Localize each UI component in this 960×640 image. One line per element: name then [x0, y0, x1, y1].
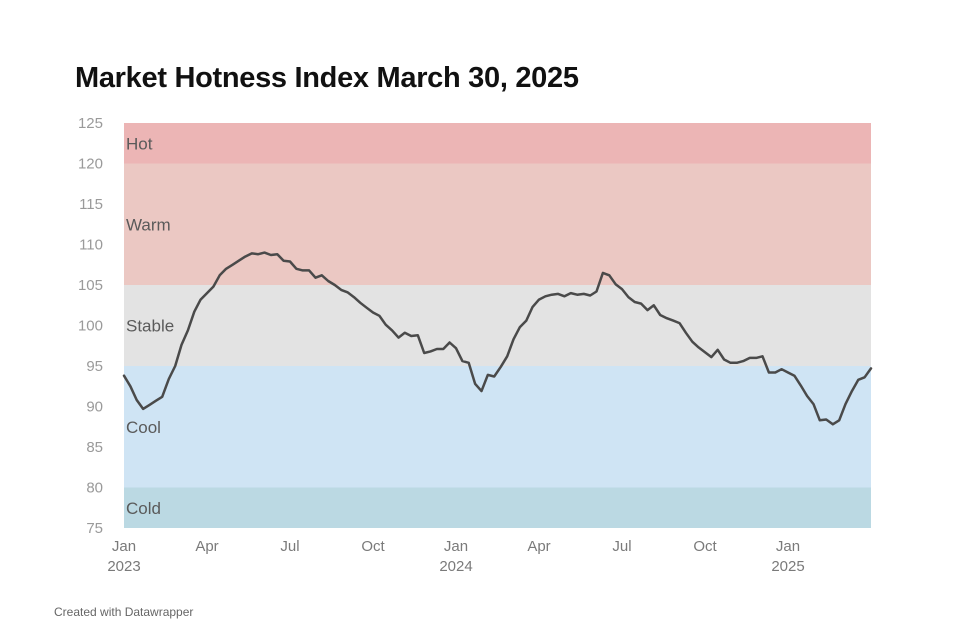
y-tick-label: 120 [78, 156, 103, 173]
x-tick-label: Jul [612, 538, 631, 555]
y-tick-label: 75 [86, 520, 103, 537]
band-labels-layer: Hot Warm Stable Cool Cold [126, 134, 174, 518]
y-tick-label: 80 [86, 480, 103, 497]
series-line-market-hotness [122, 251, 873, 426]
band-cold [124, 487, 871, 528]
series-layer [122, 251, 873, 426]
chart-title: Market Hotness Index March 30, 2025 [75, 62, 579, 94]
x-tick-label: Jan [112, 538, 136, 555]
y-tick-label: 105 [78, 277, 103, 294]
y-tick-label: 85 [86, 439, 103, 456]
band-hot [124, 123, 871, 164]
x-tick-label: Jul [280, 538, 299, 555]
x-tick-year-label: 2024 [439, 558, 472, 575]
band-label-cold: Cold [126, 499, 161, 518]
y-tick-label: 100 [78, 318, 103, 335]
y-tick-label: 115 [79, 196, 103, 213]
y-axis: 125 120 115 110 105 100 95 90 85 80 75 [78, 115, 103, 537]
y-tick-label: 125 [78, 115, 103, 132]
x-tick-label: Oct [361, 538, 385, 555]
band-label-warm: Warm [126, 215, 171, 234]
band-label-cool: Cool [126, 418, 161, 437]
x-tick-label: Apr [527, 538, 550, 555]
x-tick-label: Oct [693, 538, 717, 555]
x-tick-year-label: 2025 [771, 558, 804, 575]
x-axis: Jan 2023 Apr Jul Oct Jan 2024 Apr Jul Oct Jan 2025 [107, 538, 804, 575]
y-tick-label: 95 [86, 358, 103, 375]
x-tick-label: Jan [776, 538, 800, 555]
x-tick-year-label: 2023 [107, 558, 140, 575]
x-tick-label: Jan [444, 538, 468, 555]
band-label-stable: Stable [126, 317, 174, 336]
band-cool [124, 366, 871, 488]
band-warm [124, 163, 871, 285]
band-label-hot: Hot [126, 134, 153, 153]
y-tick-label: 110 [79, 237, 103, 254]
bands-layer [124, 123, 871, 528]
credit-text: Created with Datawrapper [54, 605, 194, 619]
band-stable [124, 285, 871, 366]
x-tick-label: Apr [195, 538, 218, 555]
y-tick-label: 90 [86, 399, 103, 416]
